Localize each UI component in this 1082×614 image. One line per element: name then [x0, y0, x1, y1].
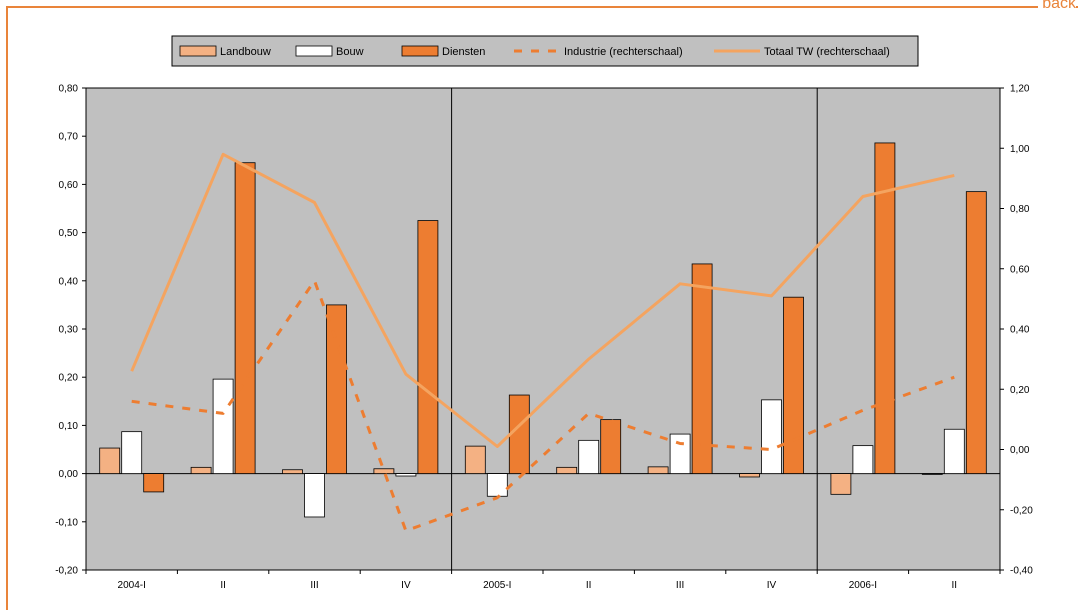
bar-bouw-4 [486, 473, 508, 497]
bar-diensten-4 [508, 394, 530, 474]
bar-bouw-3 [395, 473, 417, 477]
left-tick-label: -0,20 [55, 566, 78, 577]
right-tick-label: -0,40 [1010, 566, 1033, 577]
bar-diensten-2 [326, 304, 347, 474]
legend-swatch-0 [179, 45, 217, 57]
bar-diensten-6 [691, 263, 713, 474]
bar-diensten-9 [965, 191, 987, 475]
totaal-line [130, 152, 955, 448]
bar-landbouw-7 [739, 473, 760, 478]
bar-bouw-9 [943, 428, 965, 475]
x-tick-label: IV [767, 580, 777, 591]
left-tick-label: 0,50 [59, 228, 79, 239]
bar-landbouw-4 [464, 445, 486, 475]
x-tick-label: 2004-I [118, 580, 146, 591]
bar-landbouw-5 [556, 466, 578, 475]
corner-label[interactable]: back [1038, 0, 1076, 12]
plot-background [85, 87, 1001, 571]
chart-frame: back [6, 0, 1078, 610]
left-tick-label: 0,10 [59, 421, 79, 432]
left-tick-label: 0,20 [59, 373, 79, 384]
legend-swatch-1 [295, 45, 333, 57]
left-axis: -0,20 -0,10 0,00 0,10 0,20 0,30 0,40 0,50 0,60 0,… [55, 84, 87, 577]
bar-bouw-2 [304, 473, 325, 518]
x-tick-label: III [676, 580, 684, 591]
right-tick-label: 0,60 [1010, 264, 1030, 275]
x-axis: 2004-I II III IV 2005-I II III IV 2006-I II [85, 570, 1001, 591]
legend: Landbouw Bouw Diensten Industrie (rechtersc… [171, 35, 919, 67]
bar-bouw-7 [761, 399, 782, 475]
x-tick-label: 2005-I [483, 580, 511, 591]
right-axis: -0,40 -0,20 0,00 0,20 0,40 0,60 0,80 1,00 1,20 [999, 84, 1033, 577]
left-tick-label: 0,30 [59, 325, 79, 336]
bar-diensten-1 [234, 162, 256, 475]
x-tick-label: IV [401, 580, 411, 591]
right-tick-label: 1,20 [1010, 84, 1030, 95]
right-tick-label: 0,80 [1010, 204, 1030, 215]
industrie-line [131, 279, 955, 533]
bar-diensten-8 [874, 142, 896, 475]
left-tick-label: 0,80 [59, 84, 79, 95]
bar-landbouw-3 [373, 468, 395, 474]
legend-label-0: Landbouw [220, 46, 271, 58]
left-tick-label: 0,00 [59, 469, 79, 480]
x-tick-label: 2006-I [849, 580, 877, 591]
x-tick-label: III [310, 580, 318, 591]
left-tick-label: 0,60 [59, 180, 79, 191]
right-tick-label: -0,20 [1010, 505, 1033, 516]
bar-landbouw-1 [190, 466, 212, 475]
bar-diensten-7 [783, 296, 804, 474]
bar-landbouw-2 [282, 469, 303, 474]
bar-diensten-5 [600, 419, 622, 474]
bar-landbouw-9 [921, 473, 943, 475]
left-tick-label: -0,10 [55, 517, 78, 528]
right-tick-label: 0,40 [1010, 325, 1030, 336]
bar-landbouw-8 [830, 473, 852, 495]
x-tick-label: II [586, 580, 592, 591]
plot-area [85, 87, 1001, 571]
bar-landbouw-6 [647, 466, 669, 474]
legend-swatch-2 [401, 45, 439, 57]
legend-label-4: Totaal TW (rechterschaal) [764, 46, 890, 58]
bar-bouw-6 [669, 433, 691, 474]
bar-bouw-1 [212, 378, 234, 474]
legend-label-3: Industrie (rechterschaal) [564, 46, 683, 58]
bar-diensten-0 [143, 473, 165, 493]
bar-landbouw-0 [99, 447, 121, 474]
legend-label-2: Diensten [442, 46, 485, 58]
right-tick-label: 1,00 [1010, 144, 1030, 155]
left-tick-label: 0,70 [59, 132, 79, 143]
right-tick-label: 0,00 [1010, 445, 1030, 456]
x-tick-label: II [952, 580, 958, 591]
bar-bouw-8 [852, 445, 874, 475]
bar-diensten-3 [417, 220, 439, 475]
bar-bouw-5 [578, 439, 600, 475]
bar-bouw-0 [121, 431, 143, 474]
legend-label-1: Bouw [336, 46, 364, 58]
right-tick-label: 0,20 [1010, 385, 1030, 396]
left-tick-label: 0,40 [59, 276, 79, 287]
x-tick-label: II [220, 580, 226, 591]
